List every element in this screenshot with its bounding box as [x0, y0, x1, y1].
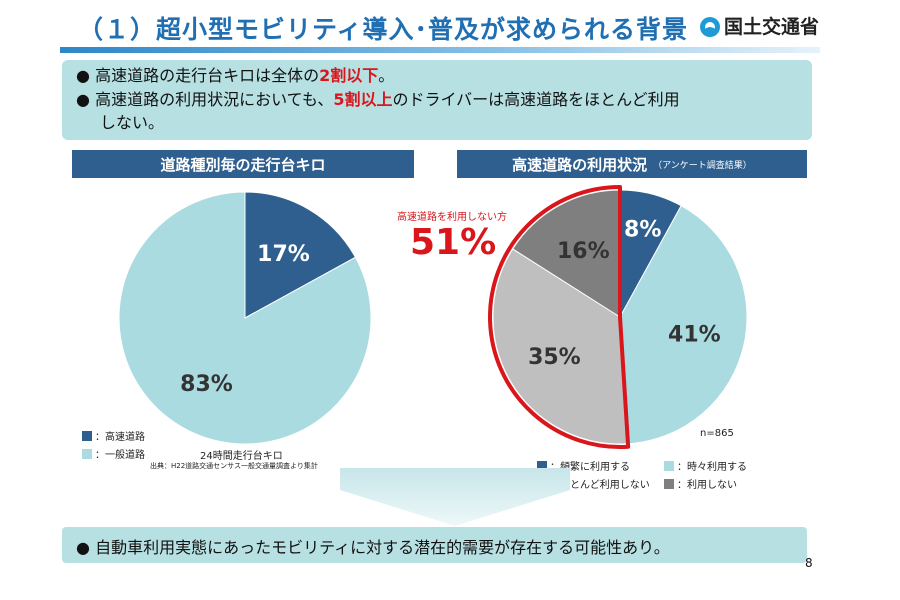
left-chart-source: 出典：H22道路交通センサス一般交通量調査より集計 [150, 462, 318, 470]
pie-label-rarely: 35% [528, 345, 581, 370]
sample-size: n=865 [700, 428, 734, 439]
right-chart-header: 高速道路の利用状況 （アンケート調査結果） [457, 150, 807, 178]
legend-item-expressway: ：高速道路 [82, 428, 145, 443]
right-pie-slices [492, 189, 748, 445]
legend-swatch [664, 461, 674, 471]
bullet-text: 高速道路の走行台キロは全体の [95, 66, 320, 85]
left-chart-title: 道路種別毎の走行台キロ [160, 155, 326, 174]
legend-label: ：頻繁に利用する [550, 462, 630, 473]
page-number: 8 [805, 556, 813, 570]
right-pie-chart: 8% 41% 35% 16% [488, 185, 748, 449]
legend-item-sometimes: ：時々利用する [664, 458, 747, 473]
legend-label: ：時々利用する [677, 462, 747, 473]
pie-label-sometimes: 41% [668, 323, 721, 348]
legend-label: ：ほとんど利用しない [550, 480, 650, 491]
legend-swatch [82, 449, 92, 459]
legend-item-frequent: ：頻繁に利用する [537, 458, 630, 473]
bullet-text: 高速道路の利用状況においても、 [95, 90, 334, 109]
legend-item-general-road: ：一般道路 [82, 446, 145, 461]
right-pie-labels: 8% 41% 35% 16% [528, 217, 721, 369]
pie-label-general-road: 83% [180, 372, 233, 397]
bullet-icon: ● [76, 66, 90, 85]
bullet-text: のドライバーは高速道路をほとんど利用 [392, 90, 680, 109]
down-arrow-icon [340, 468, 570, 526]
summary-bullet-1: ● 高速道路の走行台キロは全体の2割以下。 [76, 64, 394, 87]
right-chart-subtitle: （アンケート調査結果） [653, 160, 752, 171]
left-chart-note: 24時間走行台キロ [200, 451, 283, 462]
legend-item-never: ：利用しない [664, 476, 737, 491]
summary-bullet-2-continued: しない。 [100, 113, 165, 132]
legend-swatch [82, 431, 92, 441]
bullet-text: 。 [378, 66, 395, 85]
bullet-icon: ● [76, 538, 90, 557]
logo-text: 国土交通省 [724, 16, 820, 38]
legend-label: ：高速道路 [95, 432, 145, 443]
legend-label: ：一般道路 [95, 450, 145, 461]
summary-bullet-2: ● 高速道路の利用状況においても、5割以上のドライバーは高速道路をほとんど利用 [76, 88, 680, 111]
pie-label-expressway: 17% [257, 242, 310, 267]
legend-swatch [537, 461, 547, 471]
right-chart-title: 高速道路の利用状況 [512, 155, 648, 174]
pie-slice-general-road [118, 191, 372, 445]
pie-slice-never [512, 189, 621, 318]
bullet-emphasis: 5割以上 [333, 90, 393, 109]
non-user-highlight-outline [488, 185, 631, 449]
conclusion-box: ● 自動車利用実態にあったモビリティに対する潜在的需要が存在する可能性あり。 [62, 527, 807, 563]
page-title: （１）超小型モビリティ導入･普及が求められる背景 [78, 15, 689, 44]
pie-slice-expressway [244, 191, 357, 319]
left-chart-header: 道路種別毎の走行台キロ [72, 150, 414, 178]
left-pie-slices [118, 191, 372, 445]
callout-value: 51% [410, 222, 497, 263]
callout-label: 高速道路を利用しない方 [397, 212, 507, 223]
conclusion-text: ● 自動車利用実態にあったモビリティに対する潜在的需要が存在する可能性あり。 [76, 534, 670, 558]
title-underline [60, 47, 820, 53]
left-pie-labels: 17% 83% [180, 242, 310, 397]
pie-label-never: 16% [557, 239, 610, 264]
bullet-emphasis: 2割以下 [319, 66, 379, 85]
pie-slice-rarely [492, 248, 629, 445]
legend-label: ：利用しない [677, 480, 737, 491]
conclusion-label: 自動車利用実態にあったモビリティに対する潜在的需要が存在する可能性あり。 [95, 538, 670, 557]
left-pie-chart: 17% 83% [118, 191, 372, 445]
bullet-icon: ● [76, 90, 90, 109]
mlit-logo [700, 17, 720, 37]
summary-box: ● 高速道路の走行台キロは全体の2割以下。 ● 高速道路の利用状況においても、5… [62, 60, 812, 140]
pie-slice-sometimes [619, 205, 748, 445]
legend-swatch [664, 479, 674, 489]
pie-label-frequent: 8% [624, 217, 661, 242]
